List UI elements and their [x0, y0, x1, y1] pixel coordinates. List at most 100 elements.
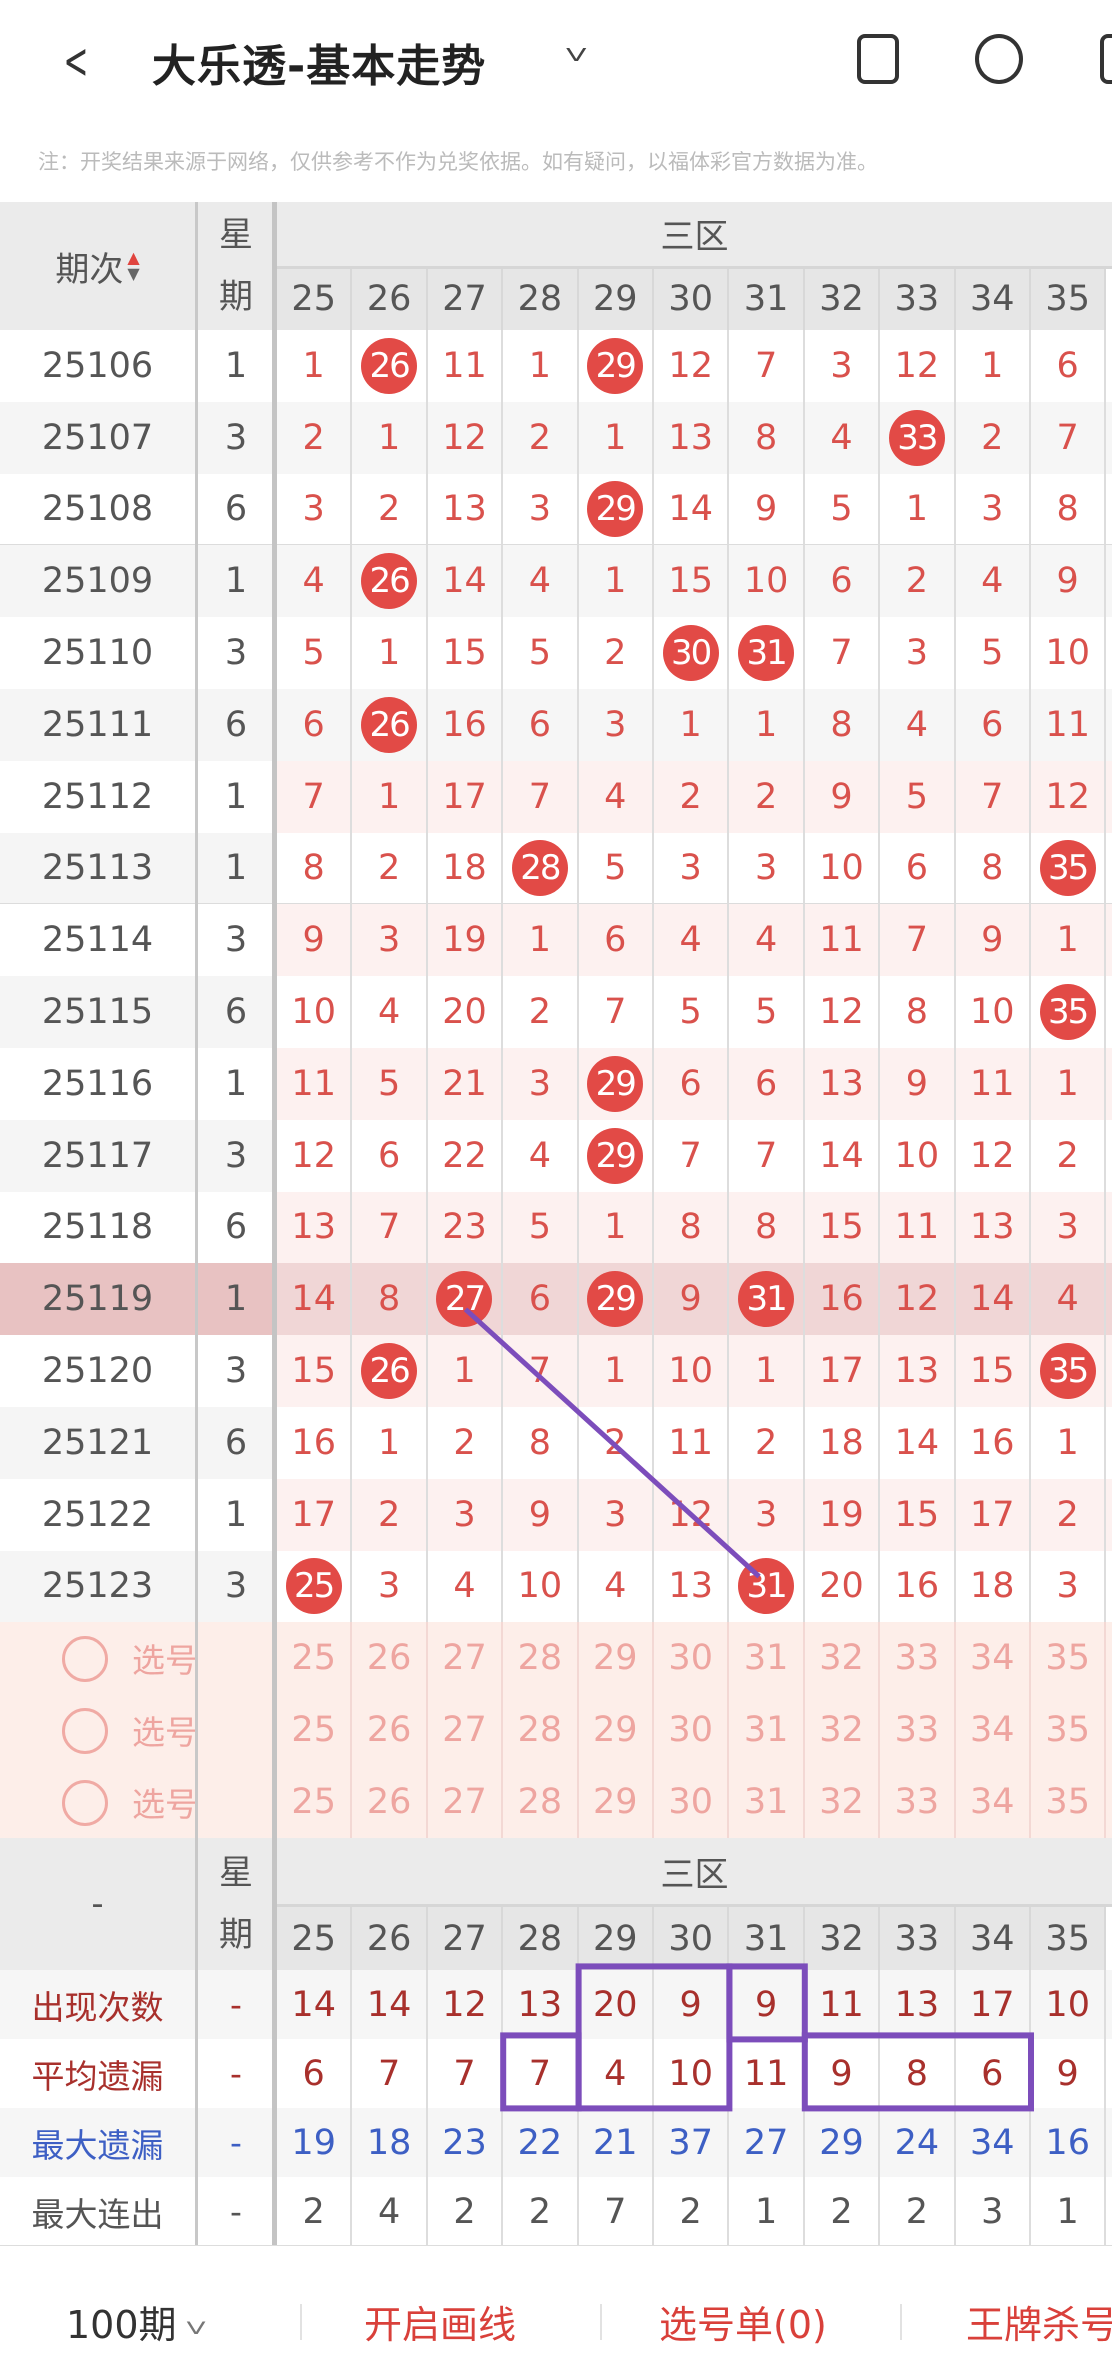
miss-cell[interactable]: 12 — [1031, 760, 1107, 833]
miss-cell[interactable]: 28 — [503, 832, 579, 905]
miss-cell[interactable]: 7 — [729, 1119, 805, 1192]
miss-cell[interactable]: 5 — [352, 1048, 428, 1120]
miss-cell[interactable]: 8 — [729, 1191, 805, 1264]
miss-cell[interactable]: 1 — [654, 689, 730, 761]
miss-cell[interactable]: 7 — [503, 760, 579, 833]
select-number[interactable]: 32 — [805, 1766, 881, 1839]
miss-cell[interactable]: 6 — [956, 689, 1031, 761]
select-number[interactable]: 31 — [729, 1694, 805, 1767]
pick-list-button[interactable]: 选号单(0) — [659, 2303, 827, 2347]
miss-cell[interactable]: 17 — [277, 1478, 353, 1551]
miss-cell[interactable]: 17 — [805, 1335, 881, 1407]
select-number[interactable]: 33 — [880, 1766, 956, 1839]
miss-cell[interactable]: 2 — [1031, 1119, 1107, 1192]
select-number[interactable]: 30 — [654, 1694, 730, 1767]
miss-cell[interactable]: 14 — [956, 1263, 1031, 1336]
select-number[interactable]: 29 — [579, 1766, 654, 1839]
miss-cell[interactable]: 13 — [805, 1048, 881, 1120]
miss-cell[interactable]: 22 — [428, 1119, 504, 1192]
select-number[interactable]: 31 — [729, 1766, 805, 1839]
miss-cell[interactable]: 9 — [729, 473, 805, 546]
miss-cell[interactable]: 12 — [277, 1119, 353, 1192]
miss-cell[interactable]: 7 — [956, 760, 1031, 833]
select-number[interactable]: 34 — [956, 1622, 1031, 1695]
miss-cell[interactable]: 29 — [579, 1263, 654, 1336]
select-radio-icon[interactable] — [62, 1780, 108, 1827]
select-number[interactable]: 26 — [352, 1766, 428, 1839]
select-number[interactable]: 33 — [880, 1694, 956, 1767]
miss-cell[interactable]: 11 — [1031, 689, 1107, 761]
miss-cell[interactable]: 3 — [352, 1550, 428, 1623]
miss-cell[interactable]: 31 — [729, 1263, 805, 1336]
miss-cell[interactable]: 2 — [880, 545, 956, 618]
select-number[interactable]: 35 — [1031, 1766, 1107, 1839]
miss-cell[interactable]: 12 — [428, 401, 504, 474]
miss-cell[interactable]: 7 — [277, 760, 353, 833]
miss-cell[interactable]: 10 — [654, 1335, 730, 1407]
miss-cell[interactable]: 2 — [579, 1407, 654, 1479]
miss-cell[interactable]: 35 — [1031, 832, 1107, 905]
select-number[interactable]: 35 — [1031, 1622, 1107, 1695]
miss-cell[interactable]: 3 — [729, 1478, 805, 1551]
miss-cell[interactable]: 11 — [654, 1407, 730, 1479]
select-number[interactable]: 31 — [729, 1622, 805, 1695]
miss-cell[interactable]: 7 — [805, 617, 881, 689]
miss-cell[interactable]: 12 — [880, 330, 956, 402]
miss-cell[interactable]: 23 — [428, 1191, 504, 1264]
miss-cell[interactable]: 1 — [880, 473, 956, 546]
miss-cell[interactable]: 6 — [880, 832, 956, 905]
miss-cell[interactable]: 4 — [503, 545, 579, 618]
miss-cell[interactable]: 1 — [1031, 1048, 1107, 1120]
share-icon[interactable] — [975, 34, 1023, 84]
select-number[interactable]: 25 — [277, 1766, 353, 1839]
miss-cell[interactable]: 2 — [428, 1407, 504, 1479]
miss-cell[interactable]: 20 — [805, 1550, 881, 1623]
select-number[interactable]: 29 — [579, 1694, 654, 1767]
miss-cell[interactable]: 8 — [1031, 473, 1107, 546]
miss-cell[interactable]: 16 — [880, 1550, 956, 1623]
miss-cell[interactable]: 10 — [956, 976, 1031, 1048]
miss-cell[interactable]: 15 — [880, 1478, 956, 1551]
phone-rotate-icon[interactable] — [857, 34, 899, 84]
select-number[interactable]: 28 — [503, 1622, 579, 1695]
select-number[interactable]: 27 — [428, 1766, 504, 1839]
miss-cell[interactable]: 27 — [428, 1263, 504, 1336]
miss-cell[interactable]: 4 — [579, 760, 654, 833]
miss-cell[interactable]: 5 — [880, 760, 956, 833]
miss-cell[interactable]: 1 — [352, 1407, 428, 1479]
miss-cell[interactable]: 8 — [880, 976, 956, 1048]
draw-line-button[interactable]: 开启画线 — [364, 2303, 517, 2347]
miss-cell[interactable]: 9 — [1031, 545, 1107, 618]
miss-cell[interactable]: 4 — [503, 1119, 579, 1192]
miss-cell[interactable]: 14 — [654, 473, 730, 546]
miss-cell[interactable]: 9 — [805, 760, 881, 833]
select-number[interactable]: 35 — [1031, 1694, 1107, 1767]
miss-cell[interactable]: 25 — [277, 1550, 353, 1623]
miss-cell[interactable]: 4 — [277, 545, 353, 618]
miss-cell[interactable]: 12 — [654, 330, 730, 402]
miss-cell[interactable]: 10 — [880, 1119, 956, 1192]
miss-cell[interactable]: 16 — [277, 1407, 353, 1479]
miss-cell[interactable]: 20 — [428, 976, 504, 1048]
miss-cell[interactable]: 11 — [956, 1048, 1031, 1120]
period-header[interactable]: 期次 ▲ ▼ — [0, 202, 195, 330]
miss-cell[interactable]: 15 — [277, 1335, 353, 1407]
miss-cell[interactable]: 26 — [352, 545, 428, 618]
miss-cell[interactable]: 7 — [579, 976, 654, 1048]
select-number[interactable]: 27 — [428, 1694, 504, 1767]
miss-cell[interactable]: 7 — [654, 1119, 730, 1192]
miss-cell[interactable]: 19 — [428, 904, 504, 977]
miss-cell[interactable]: 4 — [729, 904, 805, 977]
select-number[interactable]: 32 — [805, 1694, 881, 1767]
select-number[interactable]: 32 — [805, 1622, 881, 1695]
miss-cell[interactable]: 1 — [277, 330, 353, 402]
miss-cell[interactable]: 10 — [503, 1550, 579, 1623]
miss-cell[interactable]: 1 — [956, 330, 1031, 402]
miss-cell[interactable]: 2 — [352, 1478, 428, 1551]
select-radio-icon[interactable] — [62, 1708, 108, 1755]
miss-cell[interactable]: 1 — [352, 401, 428, 474]
miss-cell[interactable]: 12 — [805, 976, 881, 1048]
select-label[interactable]: 选号 — [132, 1785, 198, 1825]
miss-cell[interactable]: 12 — [880, 1263, 956, 1336]
miss-cell[interactable]: 12 — [654, 1478, 730, 1551]
